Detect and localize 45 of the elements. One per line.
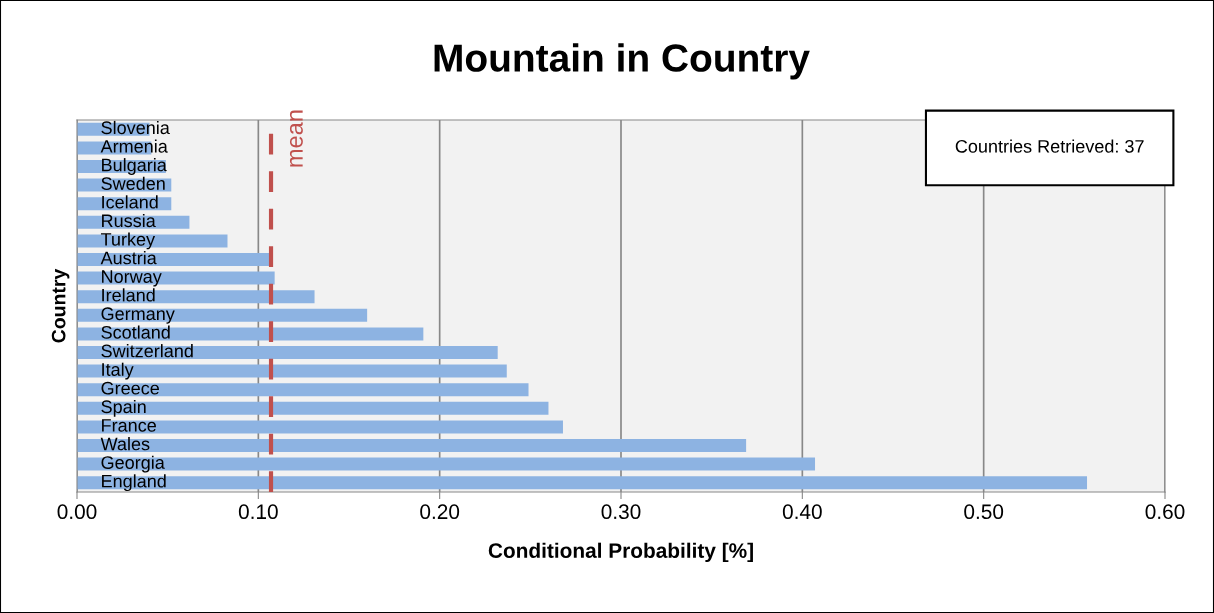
bar: [77, 438, 747, 453]
y-tick-label: Turkey: [100, 232, 156, 250]
bar: [77, 308, 368, 322]
y-tick-label: Bulgaria: [102, 158, 167, 175]
y-tick-label: Slovenia: [101, 120, 170, 135]
x-tick-label: 0.40: [782, 504, 822, 520]
bar: [77, 476, 1088, 490]
y-tick-label: Sweden: [101, 176, 165, 190]
ref-line-label: mean: [289, 110, 303, 167]
bar: [77, 364, 507, 378]
bar: [77, 345, 498, 360]
y-tick-label: Norway: [102, 270, 162, 287]
y-tick-label: Scotland: [101, 325, 170, 339]
bar: [77, 383, 529, 397]
x-tick-label: 0.20: [420, 504, 460, 520]
bar: [77, 290, 315, 304]
y-tick-label: Russia: [102, 213, 156, 228]
y-tick-label: Georgia: [101, 455, 165, 473]
y-tick-label: France: [102, 419, 156, 432]
y-tick-label: Switzerland: [101, 344, 193, 358]
bar: [77, 271, 275, 285]
x-tick-label: 0.60: [1145, 504, 1185, 520]
x-tick-label: 0.00: [57, 504, 97, 520]
x-tick-label: 0.10: [238, 504, 278, 520]
y-tick-label: Wales: [100, 437, 150, 451]
y-tick-label: Greece: [101, 381, 159, 395]
x-axis-title: Conditional Probability [%]: [488, 542, 753, 563]
chart-title: Mountain in Country: [434, 43, 810, 80]
y-tick-label: Ireland: [102, 288, 155, 302]
y-tick-label: Austria: [100, 251, 157, 265]
y-tick-label: Spain: [101, 399, 146, 417]
y-tick-label: Armenia: [100, 139, 168, 153]
x-tick-label: 0.50: [964, 504, 1004, 520]
bar: [77, 327, 424, 341]
y-tick-label: Iceland: [102, 195, 158, 209]
y-tick-label: England: [102, 474, 166, 492]
bar: [77, 401, 549, 415]
bar: [77, 420, 563, 434]
bar: [77, 457, 816, 471]
bar: [77, 252, 270, 267]
y-tick-label: Germany: [101, 307, 175, 324]
x-tick-label: 0.30: [601, 504, 641, 520]
annotation: Countries Retrieved: 37: [955, 139, 1144, 153]
y-axis-title: Country: [51, 268, 70, 343]
y-tick-label: Italy: [102, 362, 134, 380]
